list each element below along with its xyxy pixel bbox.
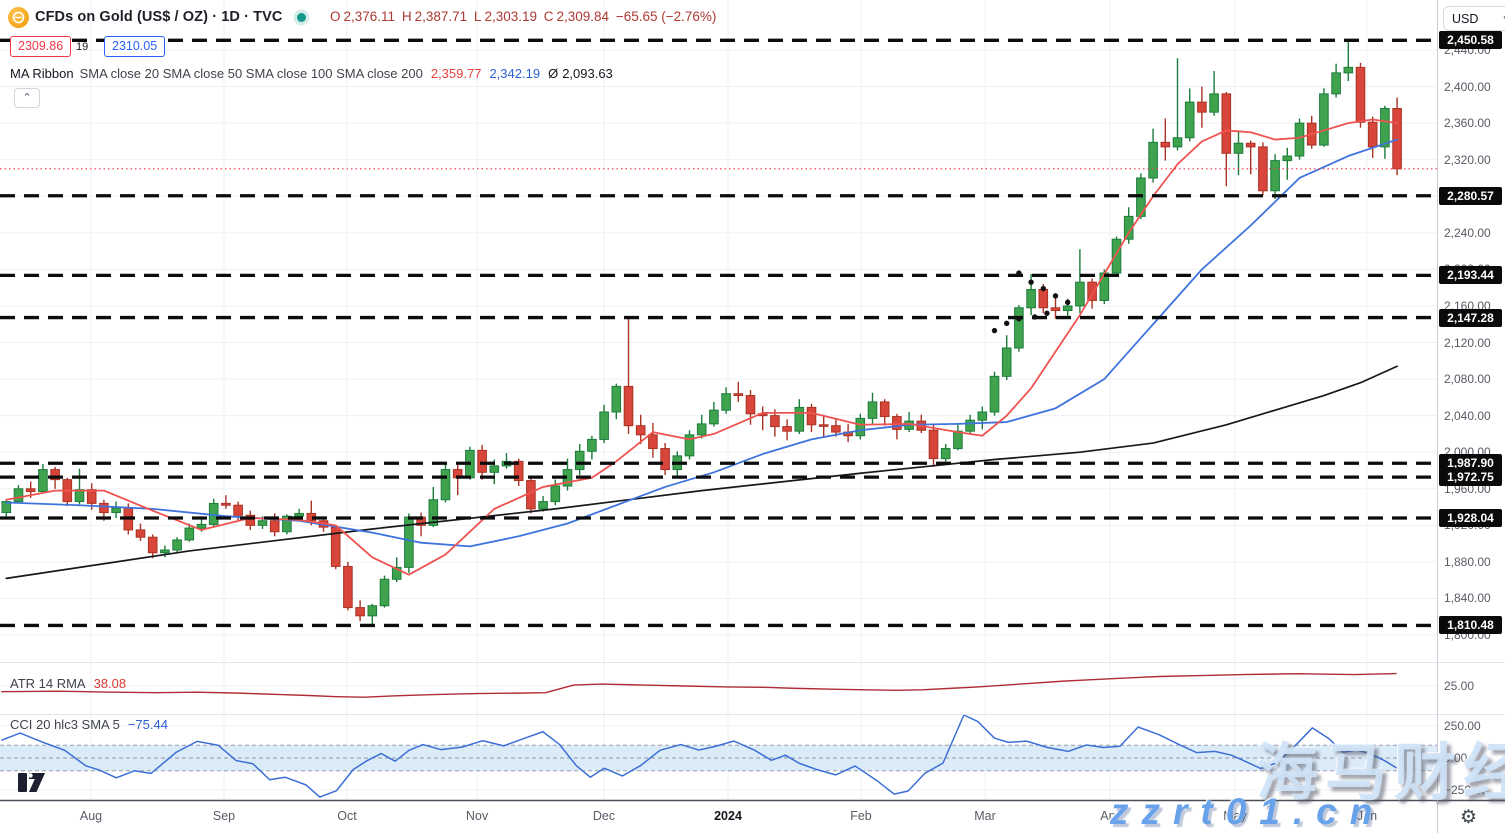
spread-value: 19 — [76, 41, 89, 53]
cci-tick-label: −250.00 — [1444, 783, 1488, 797]
symbol-header: CFDs on Gold (US$ / OZ) · 1D · TVC — [8, 6, 282, 28]
sma200-value: 2,093.63 — [562, 66, 613, 81]
axis-settings-gear-icon[interactable]: ⚙ — [1460, 807, 1478, 828]
price-tick-label: 2,120.00 — [1444, 335, 1491, 350]
time-axis-month-label: Mar — [974, 809, 996, 823]
bid-price-box[interactable]: 2309.86 — [10, 36, 72, 57]
cci-value: −75.44 — [127, 717, 168, 732]
atr-value: 38.08 — [93, 676, 127, 691]
currency-dropdown[interactable]: USD ▾ — [1443, 6, 1505, 31]
time-axis-month-label: Jun — [1356, 809, 1378, 823]
price-level-badge: 1,987.90 — [1439, 454, 1502, 473]
close-label: C — [543, 9, 554, 24]
price-tick-label: 2,360.00 — [1444, 116, 1491, 131]
atr-legend: ATR 14 RMA 38.08 — [10, 676, 126, 691]
time-axis-month-label: Feb — [850, 809, 872, 823]
open-value: 2,376.11 — [343, 9, 396, 24]
sma20-value: 2,359.77 — [430, 66, 482, 81]
price-tick-label: 2,240.00 — [1444, 225, 1491, 240]
low-label: L — [473, 9, 482, 24]
high-label: H — [401, 9, 412, 24]
market-status-dot-icon — [297, 13, 306, 22]
chevron-up-icon: ⌃ — [22, 92, 32, 104]
cci-tick-label: 0.00 — [1444, 751, 1468, 765]
price-tick-label: 2,400.00 — [1444, 79, 1491, 94]
price-level-badge: 2,147.28 — [1439, 308, 1502, 327]
ma-ribbon-params: SMA close 20 SMA close 50 SMA close 100 … — [79, 66, 423, 81]
close-value: 2,309.84 — [556, 9, 610, 24]
tradingview-logo-icon[interactable] — [18, 772, 50, 793]
symbol-title[interactable]: CFDs on Gold (US$ / OZ) · 1D · TVC — [35, 9, 283, 25]
price-level-badge: 1,928.04 — [1439, 508, 1502, 527]
average-prefix: Ø — [548, 66, 559, 81]
ma-ribbon-legend: MA Ribbon SMA close 20 SMA close 50 SMA c… — [10, 66, 613, 81]
low-value: 2,303.19 — [484, 9, 537, 24]
price-tick-label: 1,880.00 — [1444, 554, 1491, 569]
cci-title: CCI 20 hlc3 SMA 5 — [10, 717, 120, 732]
price-tick-label: 2,080.00 — [1444, 372, 1491, 387]
ohlc-readout: O 2,376.11 H 2,387.71 L 2,303.19 C 2,309.84 … — [330, 9, 719, 24]
price-level-badge: 2,193.44 — [1439, 266, 1502, 285]
collapse-legend-button[interactable]: ⌃ — [14, 88, 40, 108]
time-axis-month-label: Aug — [79, 809, 103, 823]
time-axis-month-label: 2024 — [714, 809, 742, 823]
change-value: −65.65 (−2.76%) — [615, 9, 717, 24]
high-value: 2,387.71 — [414, 9, 468, 24]
price-level-badge: 2,450.58 — [1439, 31, 1502, 50]
ask-price-box[interactable]: 2310.05 — [104, 36, 166, 57]
price-level-badge: 2,280.57 — [1439, 186, 1502, 205]
time-axis-month-label: May — [1223, 809, 1247, 823]
price-tick-label: 1,840.00 — [1444, 591, 1491, 606]
open-label: O — [330, 9, 341, 24]
sma50-value: 2,342.19 — [489, 66, 541, 81]
atr-tick-label: 25.00 — [1444, 679, 1475, 693]
cci-tick-label: 250.00 — [1444, 719, 1481, 733]
cci-legend: CCI 20 hlc3 SMA 5 −75.44 — [10, 717, 168, 732]
time-axis-month-label: Dec — [592, 809, 616, 823]
price-level-badge: 1,972.75 — [1439, 468, 1502, 487]
gold-coin-icon — [8, 6, 29, 28]
time-axis-month-label: Oct — [337, 809, 357, 823]
chevron-down-icon: ▾ — [1503, 13, 1505, 24]
time-axis-month-label: Apr — [1100, 809, 1120, 823]
price-tick-label: 2,040.00 — [1444, 408, 1491, 423]
time-axis-month-label: Sep — [212, 809, 236, 823]
ma-ribbon-title: MA Ribbon — [10, 66, 74, 81]
price-tick-label: 2,320.00 — [1444, 152, 1491, 167]
currency-label: USD — [1452, 11, 1479, 26]
atr-title: ATR 14 RMA — [10, 676, 86, 691]
time-axis-month-label: Nov — [465, 809, 489, 823]
price-level-badge: 1,810.48 — [1439, 616, 1502, 635]
